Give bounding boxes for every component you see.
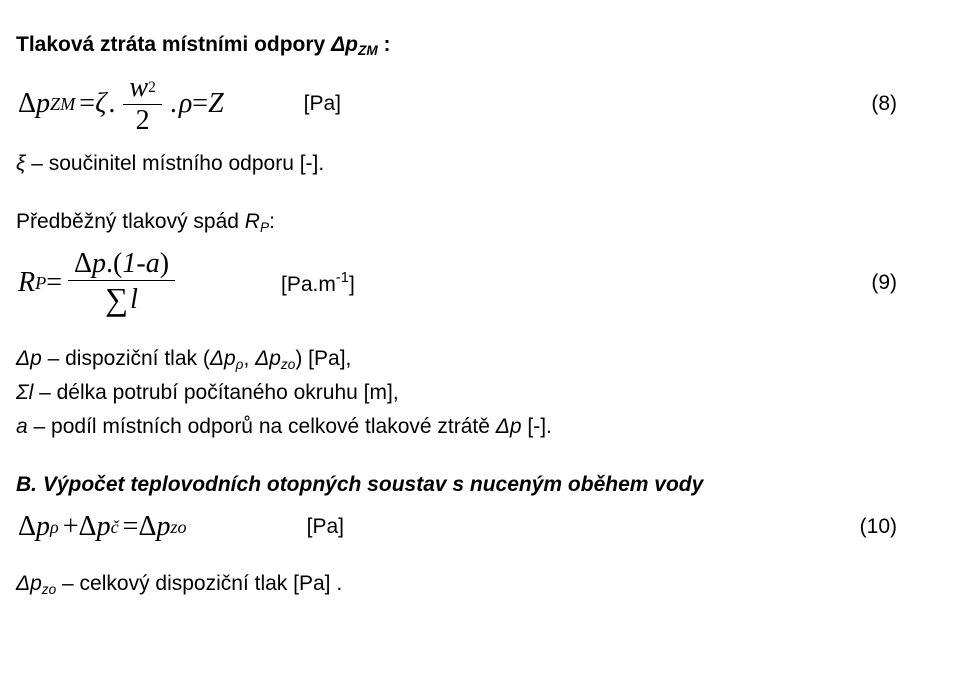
equation-9: RP = Δp.(1 - a) ∑l [Pa.m-1] (9) — [18, 248, 925, 318]
equation-8: ΔpZM = ζ. w2 2 .ρ = Z [Pa] (8) — [18, 72, 925, 137]
equation-9-number: (9) — [871, 271, 925, 295]
heading-preliminary-gradient: Předběžný tlakový spád RP: — [16, 205, 923, 239]
desc-dp-zo: Δpzo – celkový dispoziční tlak [Pa] . — [16, 567, 923, 601]
equation-10-number: (10) — [860, 515, 925, 539]
xi-description: ξ – součinitel místního odporu [-]. — [16, 147, 923, 181]
equation-8-unit: [Pa] — [304, 92, 341, 116]
desc-a: a – podíl místních odporů na celkové tla… — [16, 410, 923, 444]
heading-local-losses: Tlaková ztráta místními odpory ΔpZM : — [16, 28, 923, 62]
desc-sigma-l: Σl – délka potrubí počítaného okruhu [m]… — [16, 376, 923, 410]
section-b-heading: B. Výpočet teplovodních otopných soustav… — [16, 468, 923, 502]
equation-10-unit: [Pa] — [307, 515, 344, 539]
equation-10: Δpρ + Δpč = Δpzo [Pa] (10) — [18, 511, 925, 543]
equation-9-unit: [Pa.m-1] — [281, 270, 355, 297]
desc-dp: Δp – dispoziční tlak (Δpρ, Δpzo) [Pa], — [16, 342, 923, 376]
equation-8-number: (8) — [871, 92, 925, 116]
